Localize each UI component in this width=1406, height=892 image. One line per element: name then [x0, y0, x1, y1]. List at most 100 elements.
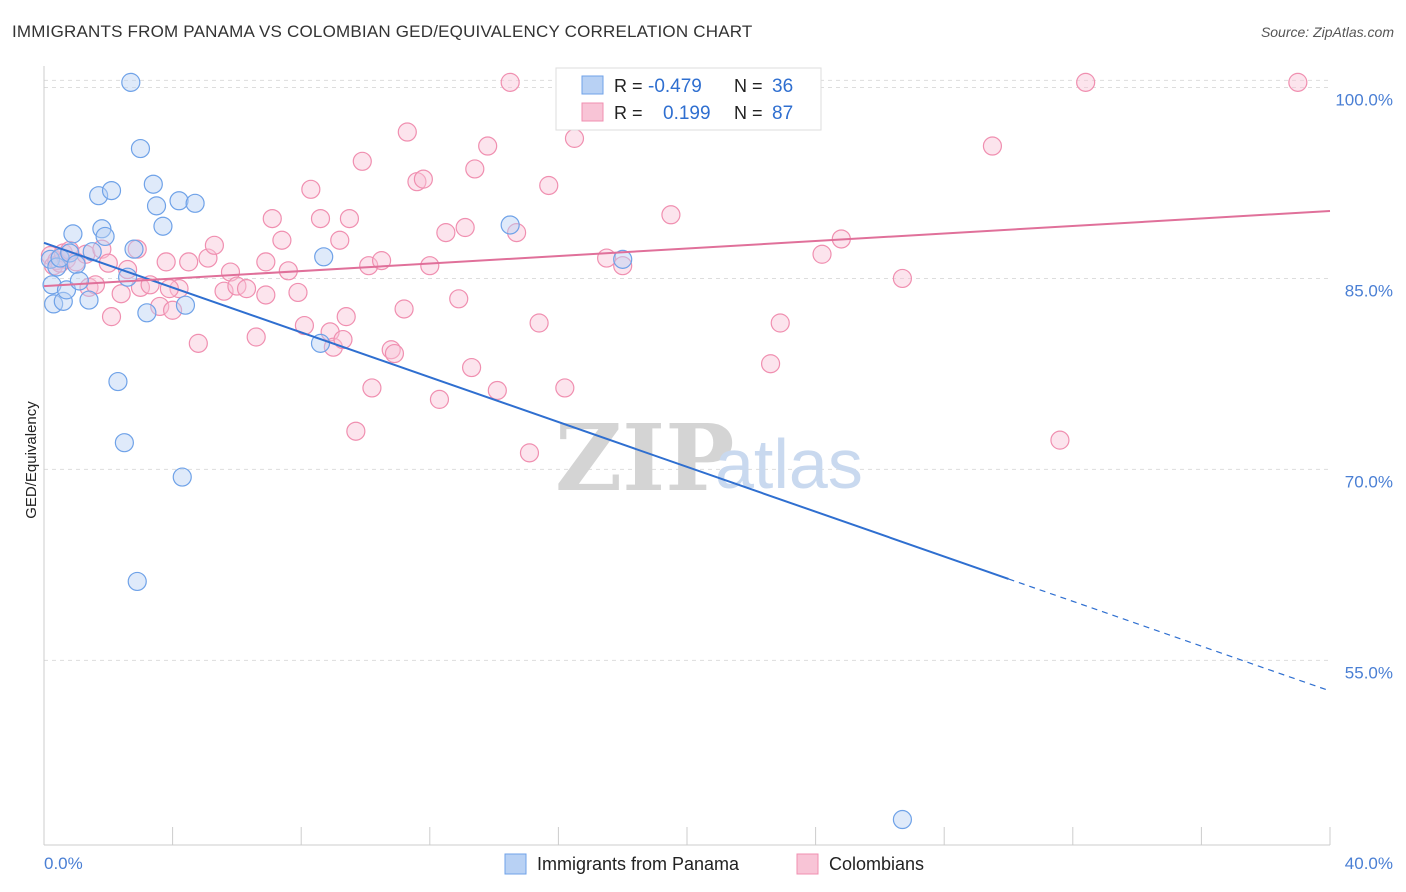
y-tick-label-2: 85.0% [1345, 281, 1393, 300]
colombians-point-81 [1050, 430, 1070, 450]
panama-point-27 [169, 191, 189, 211]
colombians-point-24 [188, 333, 208, 353]
panama-point-10 [69, 271, 89, 291]
panama-point-21 [121, 72, 141, 92]
colombians-point-65 [487, 380, 507, 401]
panama-point-13 [89, 186, 109, 206]
colombians-point-45 [339, 209, 360, 229]
colombians-point-38 [301, 179, 321, 199]
colombians-point-76 [770, 313, 790, 333]
colombians-point-13 [101, 307, 122, 327]
watermark-atlas: atlas [715, 425, 863, 503]
colombians-point-36 [288, 282, 308, 303]
panama-point-28 [172, 467, 192, 487]
x-tick-label-1: 40.0% [1345, 854, 1393, 873]
panama-point-17 [108, 371, 128, 392]
stats-swatch-blue [581, 75, 604, 95]
colombians-point-63 [465, 159, 485, 179]
panama-point-15 [95, 226, 115, 247]
panama-point-0 [40, 249, 61, 269]
colombians-point-70 [539, 175, 559, 196]
colombians-point-22 [169, 279, 189, 299]
stats-n-value-2: 87 [772, 103, 793, 124]
axes [43, 66, 1331, 846]
trend-lines [43, 209, 1331, 692]
colombians-point-83 [1288, 72, 1308, 92]
y-tick-label-3: 100.0% [1335, 90, 1393, 109]
colombians-point-71 [555, 378, 575, 398]
y-tick-label-0: 55.0% [1345, 663, 1393, 682]
panama-point-29 [175, 295, 196, 315]
colombians-point-30 [236, 279, 257, 299]
panama-trend-line [43, 241, 1009, 580]
y-axis-title: GED/Equivalency [23, 401, 40, 519]
colombians-point-57 [420, 256, 440, 276]
panama-point-25 [146, 196, 167, 216]
watermark-zip: ZIP [555, 404, 734, 512]
stats-r-label-2: R = [614, 103, 643, 123]
colombians-point-68 [519, 443, 540, 463]
colombians-point-72 [564, 128, 585, 148]
grid-lines [44, 79, 1330, 661]
colombians-point-47 [352, 151, 372, 171]
colombians-point-60 [449, 289, 469, 309]
x-tick-labels: 0.0% 40.0% [44, 854, 1393, 873]
colombians-point-54 [397, 122, 417, 142]
panama-point-5 [53, 291, 73, 311]
panama-point-31 [310, 333, 331, 353]
colombians-point-74 [661, 205, 681, 225]
panama-point-18 [114, 433, 134, 453]
colombians-point-28 [220, 262, 241, 282]
colombians-trend-line [43, 209, 1331, 288]
legend-swatch-panama [504, 853, 527, 875]
stats-swatch-pink [581, 102, 604, 122]
colombians-point-14 [111, 284, 131, 304]
watermark: ZIP atlas [555, 404, 863, 512]
y-tick-label-1: 70.0% [1345, 472, 1393, 491]
panama-trend-extension [1008, 578, 1331, 692]
panama-point-23 [137, 303, 157, 323]
panama-point-24 [143, 174, 163, 194]
panama-point-36 [892, 809, 913, 830]
panama-point-33 [500, 215, 520, 235]
chart-title: IMMIGRANTS FROM PANAMA VS COLOMBIAN GED/… [12, 22, 753, 41]
colombians-point-33 [262, 209, 282, 229]
colombians-point-53 [394, 299, 414, 319]
colombians-point-58 [429, 389, 450, 409]
y-tick-labels: 55.0% 70.0% 85.0% 100.0% [1335, 90, 1393, 682]
panama-point-32 [314, 247, 334, 267]
panama-points [40, 72, 913, 830]
stats-box: R = -0.479 N = 36 R = 0.199 N = 87 [555, 67, 822, 131]
colombians-point-69 [529, 313, 549, 333]
stats-r-value-2: 0.199 [663, 103, 711, 124]
panama-point-26 [153, 216, 173, 236]
colombians-point-86 [597, 248, 617, 268]
legend: Immigrants from Panama Colombians [504, 853, 924, 875]
colombians-point-64 [478, 136, 498, 156]
colombians-point-31 [246, 327, 266, 347]
colombians-point-61 [455, 217, 475, 238]
colombians-point-23 [179, 252, 199, 272]
colombians-point-26 [204, 235, 224, 255]
colombians-point-46 [346, 421, 366, 441]
panama-point-22 [130, 138, 151, 159]
panama-point-8 [63, 224, 83, 244]
panama-point-7 [60, 243, 80, 263]
colombians-point-77 [812, 244, 832, 264]
colombians-point-82 [1076, 72, 1096, 92]
colombians-point-34 [272, 230, 292, 250]
legend-label-panama: Immigrants from Panama [537, 854, 740, 874]
colombians-point-75 [760, 354, 781, 374]
colombians-point-27 [214, 281, 234, 301]
panama-point-11 [79, 290, 99, 310]
colombians-point-79 [892, 268, 913, 289]
colombians-point-32 [256, 252, 276, 272]
panama-point-30 [185, 193, 205, 213]
colombians-point-56 [413, 169, 433, 189]
stats-r-label-1: R = [614, 76, 643, 96]
panama-point-35 [127, 571, 147, 592]
stats-n-label-1: N = [734, 76, 763, 96]
colombians-point-66 [500, 72, 520, 92]
colombians-point-67 [507, 223, 527, 243]
